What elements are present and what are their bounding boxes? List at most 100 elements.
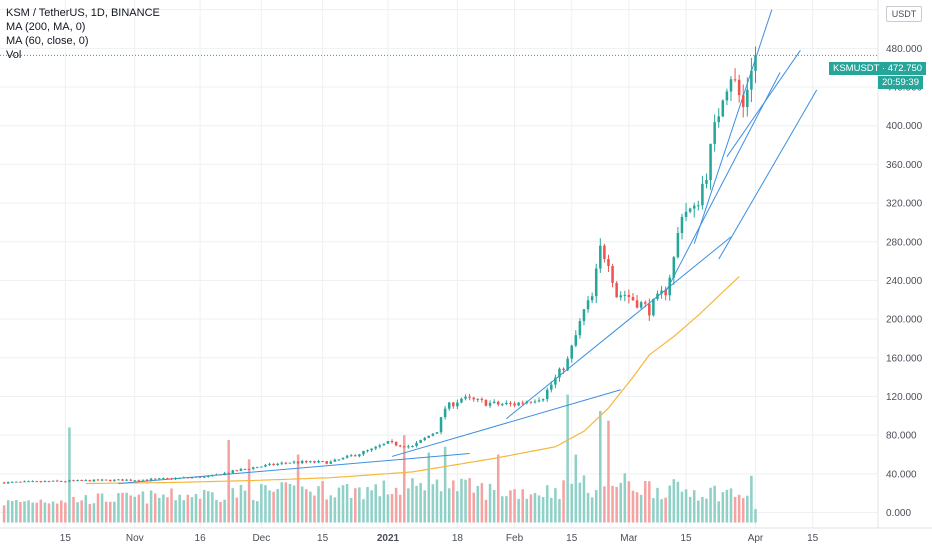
candle-body (264, 464, 267, 467)
time-tick-label: Feb (506, 533, 524, 544)
volume-bar (509, 490, 512, 523)
candle-body (354, 455, 357, 457)
volume-bar (558, 498, 561, 523)
volume-bar (272, 491, 275, 523)
volume-bar (108, 501, 112, 523)
candle-body (55, 480, 59, 482)
volume-bar (390, 493, 394, 523)
volume-bar (337, 487, 341, 523)
trendlines[interactable] (118, 9, 818, 485)
candle-body (190, 477, 194, 479)
candle-body (251, 467, 255, 469)
candle-body (108, 479, 112, 482)
volume-bar (72, 497, 75, 523)
volume-bar (431, 484, 435, 523)
candle-body (215, 474, 218, 476)
candle-body (517, 402, 520, 406)
candle-body (345, 455, 349, 458)
time-tick-label: 15 (566, 533, 578, 544)
candle-body (15, 481, 18, 483)
volume-bar (394, 487, 398, 523)
candle-body (6, 482, 10, 484)
candle-body (492, 401, 496, 403)
volume-bar (697, 500, 700, 523)
candle-body (705, 180, 708, 184)
volume-bar (639, 494, 643, 523)
volume-bar (680, 491, 684, 523)
volume-bar (23, 501, 26, 523)
volume-bar (207, 491, 210, 523)
volume-bar (198, 498, 202, 523)
volume-bar (31, 502, 34, 523)
legend-volume[interactable]: Vol (6, 49, 22, 61)
candle-body (341, 457, 345, 460)
currency-badge[interactable]: USDT (886, 6, 922, 22)
legend-symbol[interactable]: KSM / TetherUS, 1D, BINANCE (6, 7, 160, 19)
candle-body (149, 478, 153, 481)
candle-body (582, 309, 586, 322)
volume-bar (566, 394, 569, 523)
volume-bar (117, 493, 120, 523)
candle-body (639, 302, 643, 308)
volume-bar (235, 497, 239, 523)
candle-body (35, 481, 39, 483)
candle-body (153, 478, 157, 480)
volume-bar (345, 484, 349, 523)
volume-bar (288, 483, 292, 523)
candle-body (194, 476, 198, 478)
candle-body (484, 399, 488, 406)
price-tick-label: 360.000 (886, 160, 923, 171)
volume-bar (472, 492, 475, 523)
candle-body (725, 91, 729, 101)
candle-body (157, 478, 161, 480)
volume-bar (145, 503, 149, 523)
volume-bar (329, 495, 333, 523)
volume-bar (701, 496, 704, 523)
candle-body (300, 460, 304, 464)
price-tick-label: 0.000 (886, 508, 911, 519)
volume-bar (533, 492, 537, 523)
volume-bar (125, 492, 128, 523)
candle-body (337, 459, 341, 461)
volume-bar (435, 479, 439, 523)
candle-body (468, 396, 471, 398)
volume-bar (582, 475, 586, 523)
volume-bar (260, 484, 263, 523)
trendline (665, 72, 781, 293)
candle-body (521, 402, 524, 404)
candle-body (684, 211, 688, 217)
volume-bar (47, 503, 51, 523)
legend-ma200[interactable]: MA (200, MA, 0) (6, 21, 86, 33)
candle-body (480, 398, 484, 400)
volume-bar (419, 482, 422, 523)
candle-body (125, 479, 128, 481)
price-tick-label: 320.000 (886, 199, 923, 210)
candle-body (545, 389, 549, 400)
candle-body (525, 401, 529, 404)
candle-body (590, 296, 594, 301)
volume-bar (550, 497, 553, 523)
candle-body (447, 402, 451, 409)
candle-body (129, 479, 132, 481)
volume-bar (292, 485, 296, 523)
volume-bar (309, 491, 312, 523)
candle-body (268, 463, 271, 465)
volume-bar (709, 487, 712, 523)
candle-body (325, 461, 328, 464)
candle-body (656, 293, 659, 299)
volume-bar (427, 452, 431, 523)
candle-body (92, 479, 96, 482)
legend-ma60[interactable]: MA (60, close, 0) (6, 35, 89, 47)
volume-bar (488, 483, 492, 523)
volume-bar (484, 499, 488, 523)
candle-body (603, 245, 606, 260)
volume-bar (635, 492, 639, 523)
candle-body (672, 257, 676, 278)
candle-body (741, 95, 745, 108)
candle-body (550, 384, 553, 390)
candle-body (113, 479, 116, 482)
time-axis[interactable]: 15 Nov 16 Dec 15 2021 18 Feb 15 Mar 15 Apr 15 (60, 533, 819, 544)
volume-bar (280, 482, 284, 523)
volume-bar (39, 499, 43, 523)
